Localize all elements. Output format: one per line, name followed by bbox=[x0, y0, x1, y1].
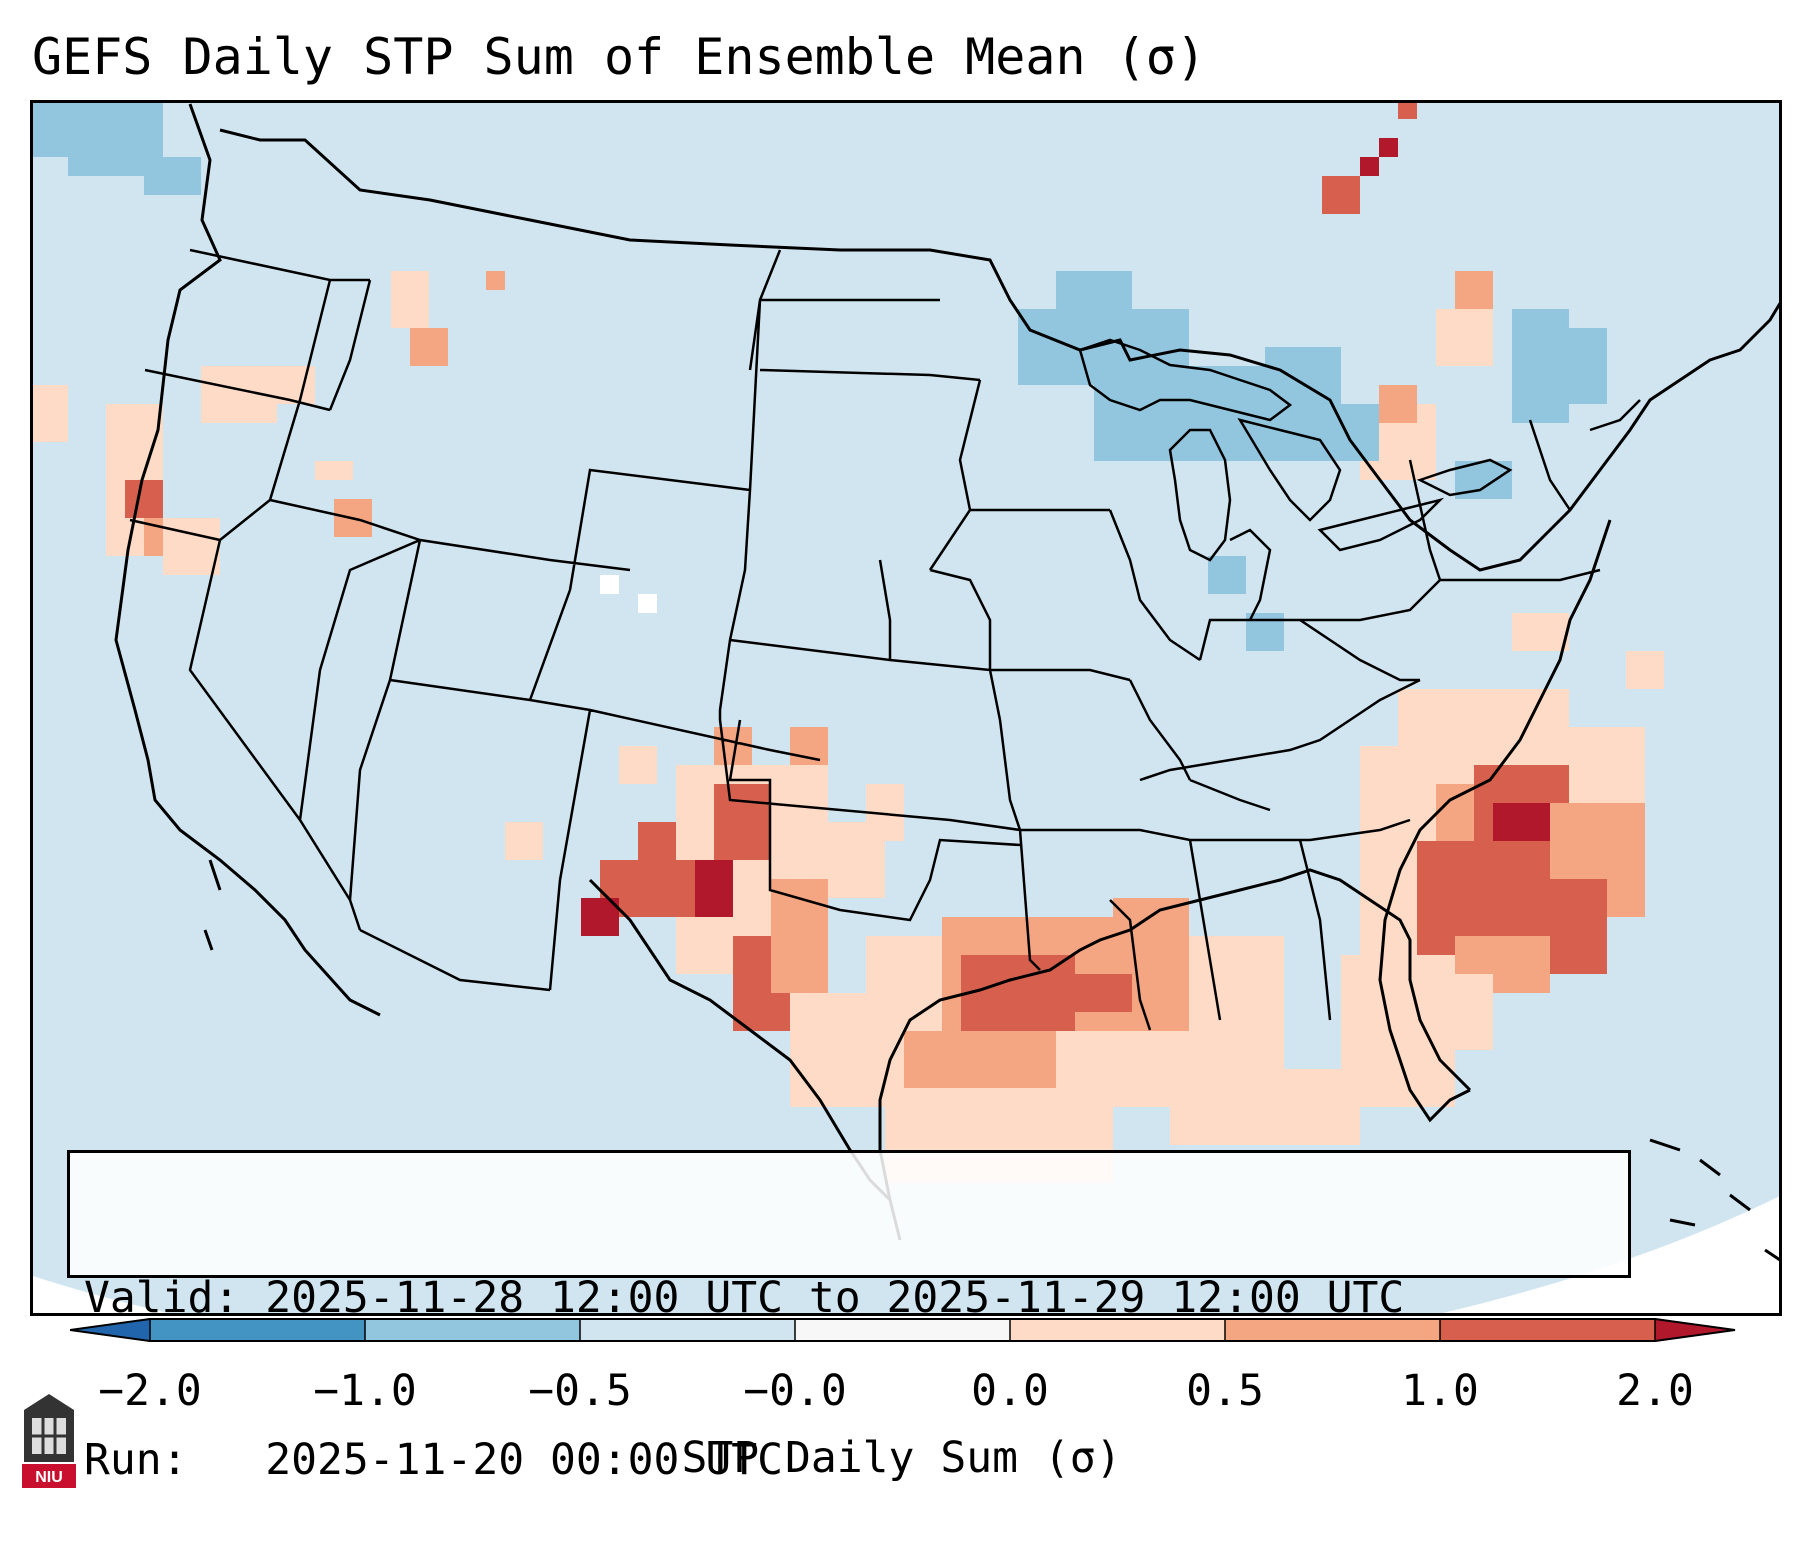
map-svg bbox=[30, 100, 1782, 1316]
logo-text: NIU bbox=[35, 1469, 63, 1486]
great-lakes-outline bbox=[1078, 338, 1513, 562]
anomaly-cell bbox=[1626, 651, 1664, 689]
stp-anomaly-cells bbox=[30, 100, 1664, 1183]
anomaly-cell bbox=[790, 993, 904, 1107]
anomaly-cell bbox=[30, 385, 68, 442]
colorbar-bin bbox=[1225, 1318, 1440, 1342]
anomaly-cell bbox=[486, 271, 505, 290]
anomaly-cell bbox=[619, 746, 657, 784]
niu-logo-icon: NIU bbox=[22, 1394, 76, 1488]
anomaly-cell bbox=[638, 594, 657, 613]
colorbar-bin bbox=[580, 1318, 795, 1342]
anomaly-cell bbox=[410, 328, 448, 366]
anomaly-cell bbox=[1360, 157, 1379, 176]
colorbar-bin bbox=[795, 1318, 1010, 1342]
anomaly-cell bbox=[1512, 613, 1569, 651]
anomaly-cell bbox=[1512, 309, 1569, 423]
anomaly-cell bbox=[163, 518, 220, 575]
anomaly-cell bbox=[315, 461, 353, 480]
state-boundaries bbox=[129, 248, 1641, 1031]
colorbar-tick-label: −0.0 bbox=[743, 1366, 847, 1416]
anomaly-cell bbox=[144, 157, 201, 195]
anomaly-cell bbox=[125, 480, 163, 518]
run-time-text: Run: 2025-11-20 00:00 UTC bbox=[84, 1435, 783, 1485]
colorbar-tick-label: −0.5 bbox=[528, 1366, 632, 1416]
colorbar-tick-label: 1.0 bbox=[1401, 1366, 1479, 1416]
anomaly-cell bbox=[771, 879, 828, 993]
anomaly-cell bbox=[1588, 822, 1645, 879]
anomaly-cell bbox=[505, 822, 543, 860]
colorbar-tick-label: 0.0 bbox=[971, 1366, 1049, 1416]
anomaly-cell bbox=[600, 575, 619, 594]
colorbar-bin bbox=[365, 1318, 580, 1342]
anomaly-cell bbox=[638, 822, 676, 879]
colorbar-tick-label: −2.0 bbox=[98, 1366, 202, 1416]
anomaly-cell bbox=[1322, 176, 1360, 214]
anomaly-cell bbox=[1170, 1069, 1360, 1145]
anomaly-cell bbox=[1569, 328, 1607, 404]
colorbar-bin bbox=[150, 1318, 365, 1342]
anomaly-cell bbox=[1303, 404, 1379, 461]
anomaly-cell bbox=[1398, 100, 1417, 119]
caribbean-islands bbox=[203, 859, 1781, 1262]
anomaly-cell bbox=[714, 784, 771, 860]
anomaly-cell bbox=[1379, 385, 1417, 423]
colorbar-bin bbox=[1440, 1318, 1655, 1342]
anomaly-cell bbox=[904, 1031, 1056, 1088]
anomaly-cell bbox=[695, 860, 733, 917]
colorbar-extend-min bbox=[70, 1318, 150, 1342]
map-panel bbox=[30, 100, 1782, 1316]
anomaly-cell bbox=[1455, 271, 1493, 309]
anomaly-cell bbox=[1379, 138, 1398, 157]
anomaly-cell bbox=[1569, 727, 1645, 803]
anomaly-cell bbox=[391, 271, 429, 328]
colorbar-tick-label: −1.0 bbox=[313, 1366, 417, 1416]
run-info-box: Valid: 2025-11-28 12:00 UTC to 2025-11-2… bbox=[67, 1150, 1631, 1485]
chart-title: GEFS Daily STP Sum of Ensemble Mean (σ) bbox=[32, 28, 1206, 86]
anomaly-cell bbox=[106, 404, 163, 461]
colorbar-tick-label: 2.0 bbox=[1616, 1366, 1694, 1416]
map-border bbox=[30, 100, 1782, 1316]
anomaly-cell bbox=[1493, 803, 1550, 841]
valid-time-text: Valid: 2025-11-28 12:00 UTC to 2025-11-2… bbox=[84, 1273, 1405, 1323]
anomaly-cell bbox=[1208, 556, 1246, 594]
colorbar-bin bbox=[1010, 1318, 1225, 1342]
colorbar bbox=[70, 1318, 1736, 1342]
colorbar-extend-max bbox=[1655, 1318, 1735, 1342]
colorbar-tick-label: 0.5 bbox=[1186, 1366, 1264, 1416]
us-coastline-boundary bbox=[114, 103, 1782, 1241]
anomaly-cell bbox=[1075, 974, 1132, 1012]
anomaly-cell bbox=[1436, 309, 1493, 366]
anomaly-cell bbox=[790, 727, 828, 765]
colorbar-label: STP Daily Sum (σ) bbox=[681, 1433, 1122, 1483]
